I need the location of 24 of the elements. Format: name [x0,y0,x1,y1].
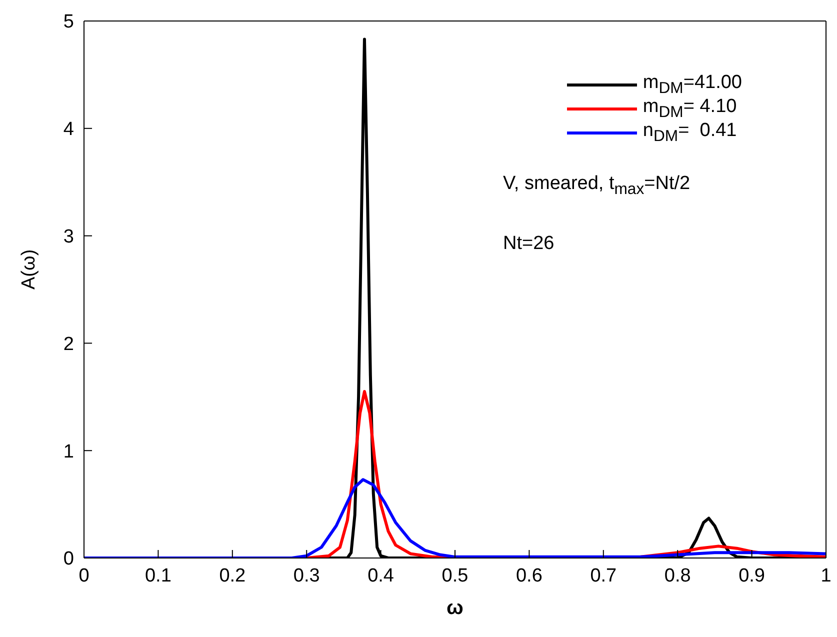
x-tick-label: 1 [820,565,832,586]
x-tick-label: 0 [78,565,90,586]
x-tick-label: 0.7 [590,565,617,586]
legend-label: n$_{DM}$= 0.41 [642,120,737,146]
y-tick-label: 2 [63,334,74,355]
x-tick-label: 0.9 [738,565,766,586]
legend-label: m$_{DM}$=41.00 [642,72,742,98]
x-tick-label: 0.8 [664,565,691,586]
x-tick-label: 0.3 [293,565,320,586]
x-axis-title: ω [446,597,464,619]
legend-label: m$_{DM}$= 4.10 [642,96,737,122]
x-tick-label: 0.6 [516,565,542,586]
x-tick-label: 0.2 [219,565,246,586]
y-tick-label: 4 [63,119,74,140]
x-tick-label: 0.1 [144,565,172,586]
y-tick-label: 5 [63,12,74,33]
y-tick-label: 1 [63,441,74,462]
x-tick-label: 0.4 [368,565,394,586]
y-axis-title: A(ω) [18,249,40,290]
y-tick-label: 3 [63,226,74,248]
y-tick-label: 0 [63,548,74,570]
x-tick-label: 0.5 [442,565,468,586]
annotation: V, smeared, t$_{max}$=Nt/2 [503,173,690,198]
annotation: Nt=26 [503,233,554,254]
